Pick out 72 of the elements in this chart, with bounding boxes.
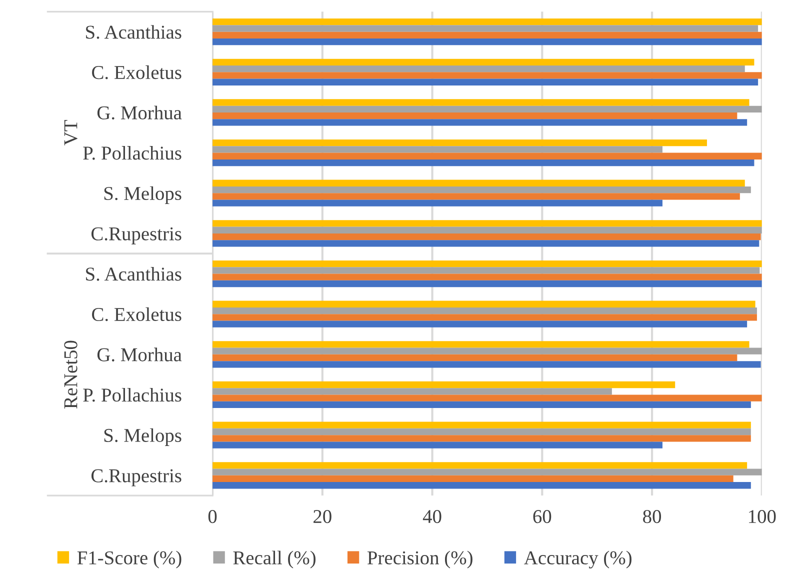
bar bbox=[212, 139, 707, 146]
y-tick-label: C.Rupestris bbox=[91, 227, 182, 244]
legend-label: Precision (%) bbox=[367, 550, 472, 568]
bar bbox=[212, 58, 754, 66]
bar bbox=[212, 422, 751, 428]
y-tick-label: G. Morhua bbox=[97, 348, 182, 362]
bar bbox=[212, 381, 676, 388]
bar bbox=[212, 462, 748, 469]
bar bbox=[212, 267, 760, 274]
bar bbox=[212, 112, 738, 120]
bar bbox=[212, 72, 762, 79]
bar bbox=[212, 25, 758, 32]
bar bbox=[212, 226, 762, 234]
legend-label: Accuracy (%) bbox=[524, 550, 632, 568]
y-tick-label: S. Melops bbox=[104, 186, 182, 204]
bar bbox=[212, 361, 761, 368]
bar bbox=[212, 180, 745, 186]
bar bbox=[212, 99, 750, 106]
bar bbox=[212, 233, 761, 240]
y-tick-label: P. Pollachius bbox=[83, 146, 182, 160]
bar bbox=[212, 220, 762, 227]
x-tick-label: 20 bbox=[314, 510, 332, 524]
legend-label: Recall (%) bbox=[233, 550, 316, 568]
bar bbox=[212, 300, 756, 308]
legend-label: F1-Score (%) bbox=[77, 550, 182, 568]
bar bbox=[212, 240, 760, 247]
bar bbox=[212, 348, 762, 354]
bar bbox=[212, 394, 762, 402]
bar bbox=[212, 200, 662, 206]
y-tick-label: P. Pollachius bbox=[83, 388, 182, 402]
bar bbox=[212, 341, 750, 348]
y-tick-label: G. Morhua bbox=[97, 106, 182, 120]
bar bbox=[212, 280, 762, 288]
bar bbox=[212, 435, 751, 442]
bar bbox=[212, 159, 754, 166]
bar bbox=[212, 119, 748, 126]
bar bbox=[212, 274, 762, 280]
x-tick-label: 80 bbox=[643, 510, 662, 524]
y-tick-label: C. Exoletus bbox=[92, 307, 182, 322]
bar bbox=[212, 428, 751, 436]
bar bbox=[212, 475, 734, 482]
bar bbox=[212, 186, 751, 194]
x-tick-label: 60 bbox=[533, 510, 552, 524]
bar bbox=[212, 354, 738, 362]
x-tick-label: 40 bbox=[422, 510, 442, 524]
bar bbox=[212, 18, 762, 26]
text: ReNet50 bbox=[64, 340, 78, 409]
x-tick-label: 100 bbox=[749, 510, 776, 524]
bar bbox=[212, 152, 762, 160]
y-tick-label: S. Melops bbox=[104, 428, 182, 446]
bar bbox=[212, 388, 612, 395]
bar bbox=[212, 320, 748, 328]
bar bbox=[212, 32, 762, 38]
bar bbox=[212, 482, 751, 489]
text: VT bbox=[64, 120, 78, 146]
bar bbox=[212, 78, 758, 86]
bar bbox=[212, 106, 762, 112]
y-tick-label: C.Rupestris bbox=[91, 469, 182, 486]
y-tick-label: S. Acanthias bbox=[86, 267, 182, 281]
bar bbox=[212, 468, 762, 476]
y-tick-label: S. Acanthias bbox=[86, 25, 182, 39]
y-tick-label: C. Exoletus bbox=[92, 65, 182, 80]
x-tick-label: 0 bbox=[208, 510, 217, 524]
bar bbox=[212, 146, 662, 153]
bar bbox=[212, 307, 757, 314]
bar bbox=[212, 260, 762, 268]
bar bbox=[212, 442, 662, 448]
bar bbox=[212, 401, 751, 408]
bar bbox=[212, 65, 745, 72]
bar bbox=[212, 193, 740, 200]
bar bbox=[212, 314, 757, 321]
bar bbox=[212, 38, 762, 46]
